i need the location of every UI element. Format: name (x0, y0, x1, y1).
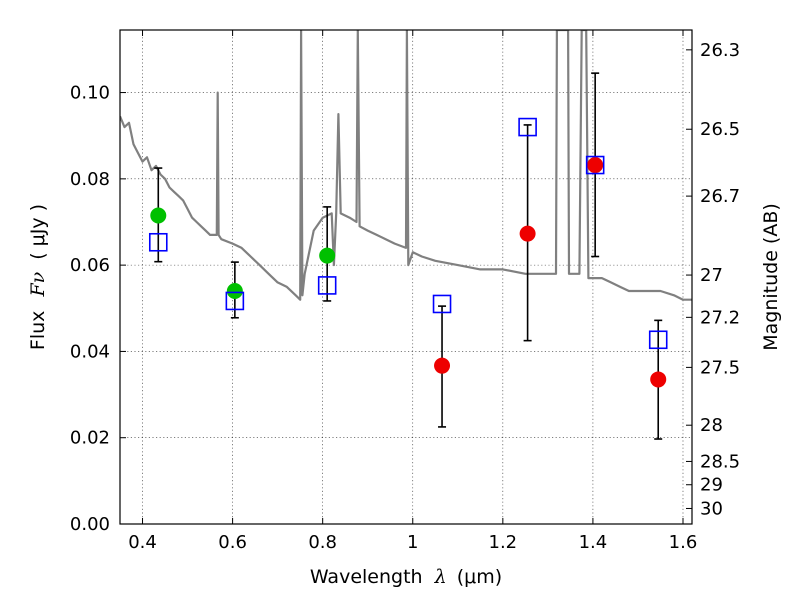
y-tick-label: 0.08 (70, 169, 110, 190)
y-axis-title-unit: ( μJy ) (27, 204, 49, 260)
y2-tick-label: 27.5 (700, 357, 740, 378)
x-tick-label: 1.4 (579, 532, 608, 553)
y2-tick-label: 26.3 (700, 40, 740, 61)
flux-point (519, 225, 536, 242)
y2-tick-label: 28 (700, 415, 723, 436)
x-axis-title-prefix: Wavelength (310, 566, 423, 588)
x-tick-label: 0.8 (308, 532, 337, 553)
x-axis-title: Wavelength λ (μm) (310, 566, 502, 588)
flux-point (650, 371, 667, 388)
x-tick-label: 1 (407, 532, 418, 553)
y2-tick-label: 28.5 (700, 451, 740, 472)
y-axis-title: Flux Fν ( μJy ) (27, 204, 49, 350)
template-spectrum (120, 30, 692, 301)
axis-ticks: 0.4 0.6 0.8 1 1.2 1.4 1.6 0.00 0.02 0.04 0.06 0.08 0… (70, 30, 740, 553)
flux-point (150, 207, 167, 224)
y-tick-label: 0.10 (70, 83, 110, 104)
plot-frame (119, 29, 693, 525)
flux-point (434, 357, 451, 374)
y-tick-label: 0.00 (70, 514, 110, 535)
y2-tick-label: 26.7 (700, 186, 740, 207)
x-tick-label: 1.2 (489, 532, 518, 553)
y2-tick-label: 27.2 (700, 307, 740, 328)
y2-axis-title: Magnitude (AB) (760, 203, 782, 351)
flux-point (226, 283, 243, 300)
model-square (225, 291, 245, 311)
model-square (648, 330, 668, 350)
flux-point (587, 157, 604, 174)
x-tick-label: 0.6 (218, 532, 247, 553)
x-tick-label: 1.6 (669, 532, 698, 553)
y2-tick-label: 26.5 (700, 119, 740, 140)
spectrum-line (120, 30, 692, 301)
y2-tick-label: 27 (700, 265, 723, 286)
y2-tick-label: 29 (700, 475, 723, 496)
y-tick-label: 0.06 (70, 255, 110, 276)
y-tick-label: 0.02 (70, 428, 110, 449)
model-square (518, 117, 537, 137)
x-axis-title-symbol: λ (434, 566, 447, 588)
model-square (317, 276, 337, 295)
y-axis-title-symbol: Fν (27, 271, 49, 297)
data-markers (148, 117, 668, 388)
y-axis-title-prefix: Flux (27, 311, 49, 351)
x-axis-title-unit: (μm) (457, 566, 502, 588)
flux-point (319, 247, 336, 264)
x-tick-label: 0.4 (128, 532, 157, 553)
y2-tick-label: 30 (700, 498, 723, 519)
model-square (585, 155, 605, 175)
y-tick-label: 0.04 (70, 341, 110, 362)
model-square (432, 294, 452, 314)
model-square (148, 232, 168, 252)
